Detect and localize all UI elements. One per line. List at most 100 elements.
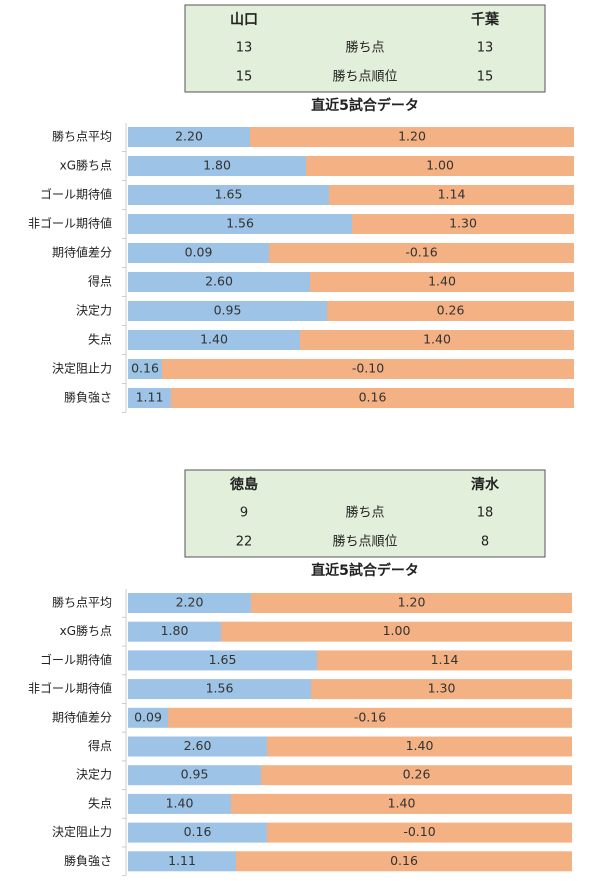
home-value: 1.80 (161, 623, 189, 638)
away-value: 0.16 (359, 390, 387, 405)
home-bar (128, 156, 306, 176)
away-bar (311, 679, 572, 700)
away-bar (317, 650, 572, 671)
home-value: 0.09 (134, 709, 162, 724)
home-bar (128, 359, 162, 379)
away-bar (171, 388, 574, 408)
away-value: 1.20 (398, 129, 426, 144)
away-bar (310, 272, 574, 292)
metric-label: 失点 (88, 332, 112, 347)
home-stat: 22 (236, 535, 253, 550)
away-bar (306, 156, 574, 176)
home-bar (128, 736, 267, 757)
home-value: 2.20 (175, 129, 203, 144)
away-value: 1.14 (431, 652, 459, 667)
home-value: 1.40 (200, 332, 228, 347)
away-stat: 18 (477, 506, 494, 521)
home-value: 1.80 (203, 158, 231, 173)
home-value: 0.16 (184, 824, 212, 839)
metric-label: 期待値差分 (52, 709, 112, 724)
away-value: 1.40 (423, 332, 451, 347)
metric-label: 決定力 (76, 767, 112, 782)
away-bar (231, 793, 572, 814)
header-box (184, 4, 546, 93)
away-value: 1.30 (449, 216, 477, 231)
away-bar (269, 243, 574, 263)
metric-label: 決定力 (76, 303, 112, 318)
away-stat: 15 (477, 70, 494, 85)
metric-label: 勝ち点平均 (52, 129, 112, 144)
away-bar (251, 593, 572, 613)
stat-label: 勝ち点順位 (332, 535, 397, 550)
away-value: 1.30 (428, 681, 456, 696)
away-team: 清水 (471, 476, 500, 493)
home-bar (128, 272, 310, 292)
metric-label: 得点 (88, 738, 112, 753)
away-bar (250, 127, 574, 147)
home-value: 0.16 (131, 361, 159, 376)
home-bar (128, 822, 267, 843)
stat-label: 勝ち点 (345, 506, 384, 521)
away-bar (352, 214, 574, 234)
away-value: 0.26 (437, 303, 465, 318)
away-stat: 13 (477, 41, 494, 56)
home-bar (128, 765, 261, 786)
home-value: 1.56 (226, 216, 254, 231)
home-bar (128, 679, 311, 700)
metric-label: 勝ち点平均 (52, 595, 112, 610)
away-value: 1.40 (428, 274, 456, 289)
home-bar (128, 851, 236, 872)
home-bar (128, 243, 269, 263)
home-bar (128, 214, 352, 234)
stat-label: 勝ち点 (345, 41, 384, 56)
section-title: 直近5試合データ (311, 562, 419, 579)
home-value: 1.11 (136, 390, 164, 405)
home-value: 1.65 (209, 652, 237, 667)
away-bar (267, 822, 572, 843)
section-title: 直近5試合データ (311, 97, 419, 114)
away-bar (236, 851, 572, 872)
metric-label: 決定阻止力 (52, 824, 112, 839)
metric-label: 非ゴール期待値 (28, 681, 112, 696)
home-value: 1.11 (168, 853, 196, 868)
metric-label: 勝負強さ (64, 853, 112, 868)
home-bar (128, 593, 251, 613)
away-bar (329, 185, 574, 205)
away-value: 1.00 (383, 623, 411, 638)
home-bar (128, 301, 327, 321)
metric-label: 非ゴール期待値 (28, 216, 112, 231)
home-value: 2.60 (184, 738, 212, 753)
away-value: -0.16 (354, 709, 386, 724)
home-value: 1.56 (206, 681, 234, 696)
home-bar (128, 388, 171, 408)
home-value: 1.40 (166, 795, 194, 810)
home-team: 徳島 (229, 476, 258, 493)
home-stat: 15 (236, 70, 253, 85)
away-value: 0.16 (390, 853, 418, 868)
away-value: 1.40 (406, 738, 434, 753)
stat-label: 勝ち点順位 (332, 70, 397, 85)
metric-label: ゴール期待値 (40, 652, 112, 667)
metric-label: 得点 (88, 274, 112, 289)
home-value: 1.65 (215, 187, 243, 202)
home-bar (128, 650, 317, 671)
away-bar (221, 621, 572, 642)
away-bar (267, 736, 572, 757)
away-team: 千葉 (471, 11, 500, 28)
home-value: 2.20 (176, 595, 204, 610)
home-value: 0.09 (185, 245, 213, 260)
home-value: 0.95 (181, 767, 209, 782)
away-value: -0.10 (352, 361, 384, 376)
away-bar (327, 301, 574, 321)
away-value: -0.16 (405, 245, 437, 260)
away-value: 1.40 (388, 795, 416, 810)
home-bar (128, 185, 329, 205)
home-stat: 9 (240, 506, 248, 521)
away-value: 1.14 (438, 187, 466, 202)
home-bar (128, 621, 221, 642)
home-team: 山口 (230, 12, 258, 28)
away-bar (162, 359, 574, 379)
metric-label: xG勝ち点 (60, 623, 112, 638)
away-bar (261, 765, 572, 786)
